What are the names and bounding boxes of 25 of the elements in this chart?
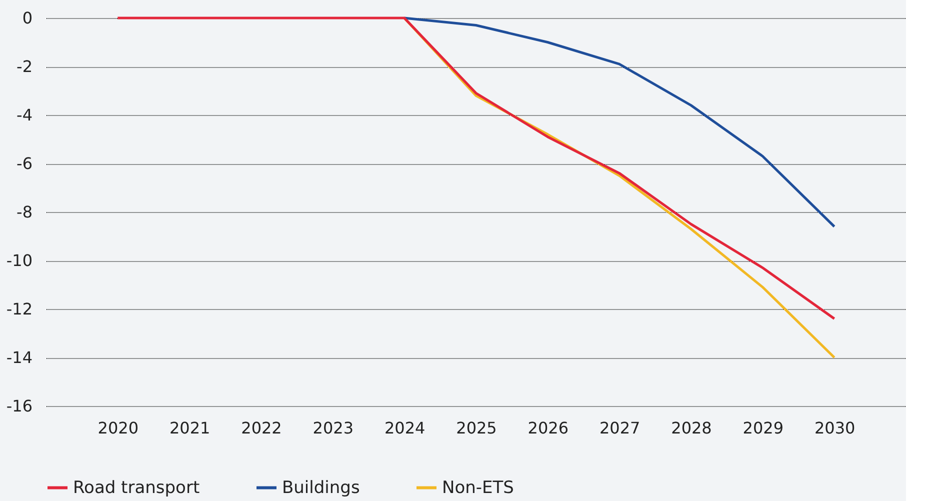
x-tick-label: 2028 (671, 418, 712, 438)
legend-label: Buildings (282, 478, 360, 498)
line-series (116, 16, 836, 320)
x-tick-label: 2029 (742, 418, 784, 438)
y-tick-label: -16 (6, 396, 32, 416)
y-tick-label: -10 (6, 251, 32, 270)
y-tick-label: -8 (16, 202, 32, 222)
y-tick-label: 0 (22, 8, 32, 28)
x-tick-label: 2020 (98, 418, 139, 438)
y-tick-label: -12 (6, 300, 32, 318)
x-tick-label: 2025 (456, 418, 497, 438)
legend-label: Non-ETS (442, 478, 514, 498)
x-tick-label: 2030 (814, 418, 856, 438)
line-series (403, 16, 836, 228)
x-tick-label: 2023 (312, 418, 354, 438)
x-tick-label: 2027 (599, 418, 640, 438)
y-tick-label: -2 (16, 57, 32, 76)
y-tick-label: -6 (16, 154, 32, 173)
x-tick-label: 2021 (169, 418, 210, 438)
x-tick-label: 2024 (384, 418, 426, 438)
x-tick-label: 2022 (241, 418, 282, 438)
legend-label: Road transport (73, 478, 200, 498)
y-tick-label: -14 (6, 348, 32, 367)
x-tick-label: 2026 (528, 418, 569, 438)
y-tick-label: -4 (16, 106, 32, 124)
